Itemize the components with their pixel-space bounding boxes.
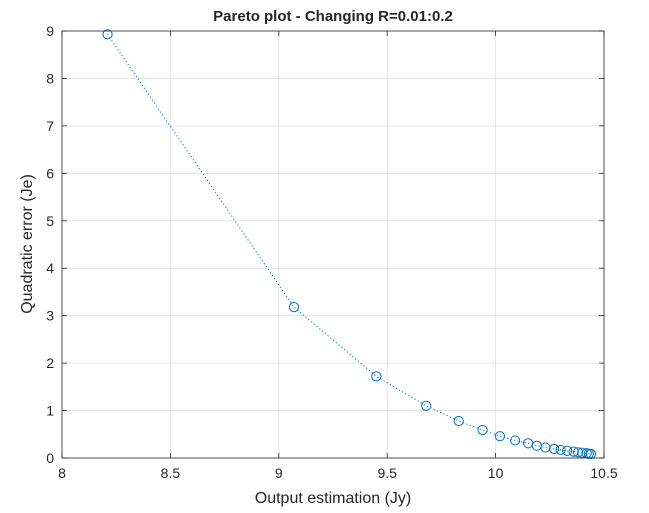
y-tick-labels: 0 1 2 3 4 5 6 7 8 9 bbox=[46, 23, 54, 466]
data-point-marker bbox=[453, 415, 464, 427]
data-point-marker bbox=[494, 431, 506, 442]
y-tick-label: 7 bbox=[46, 118, 54, 134]
x-tick-label: 9 bbox=[275, 465, 283, 481]
x-tick-label: 8 bbox=[58, 465, 66, 481]
plot-frame bbox=[61, 30, 605, 459]
axis-ticks bbox=[61, 30, 605, 459]
data-point-marker bbox=[562, 445, 573, 456]
y-tick-label: 8 bbox=[46, 70, 54, 86]
y-tick-label: 3 bbox=[46, 308, 54, 324]
data-point-marker bbox=[421, 400, 432, 411]
y-tick-label: 0 bbox=[46, 450, 54, 466]
y-tick-label: 1 bbox=[46, 403, 54, 419]
data-point-marker bbox=[585, 448, 597, 460]
y-tick-label: 4 bbox=[46, 260, 54, 276]
x-tick-label: 9.5 bbox=[377, 465, 397, 481]
data-point-marker bbox=[102, 29, 113, 40]
x-tick-label: 10.5 bbox=[590, 465, 617, 481]
y-tick-label: 5 bbox=[46, 213, 54, 229]
data-point-marker bbox=[555, 444, 566, 456]
data-point-marker bbox=[371, 371, 382, 382]
grid-lines bbox=[61, 30, 605, 459]
y-tick-label: 9 bbox=[46, 23, 54, 39]
series-markers bbox=[102, 29, 597, 460]
y-tick-label: 6 bbox=[46, 165, 54, 181]
data-point-marker bbox=[510, 435, 521, 446]
x-tick-label: 8.5 bbox=[161, 465, 181, 481]
data-point-marker bbox=[477, 424, 488, 436]
y-tick-label: 2 bbox=[46, 355, 54, 371]
chart-title: Pareto plot - Changing R=0.01:0.2 bbox=[213, 8, 453, 25]
y-axis-label: Quadratic error (Je) bbox=[19, 174, 36, 314]
plot-area bbox=[62, 31, 604, 458]
x-tick-labels: 8 8.5 9 9.5 10 10.5 bbox=[58, 465, 618, 481]
x-tick-label: 10 bbox=[488, 465, 504, 481]
x-axis-label: Output estimation (Jy) bbox=[255, 490, 412, 507]
data-point-marker bbox=[549, 443, 560, 455]
data-point-marker bbox=[288, 302, 300, 313]
